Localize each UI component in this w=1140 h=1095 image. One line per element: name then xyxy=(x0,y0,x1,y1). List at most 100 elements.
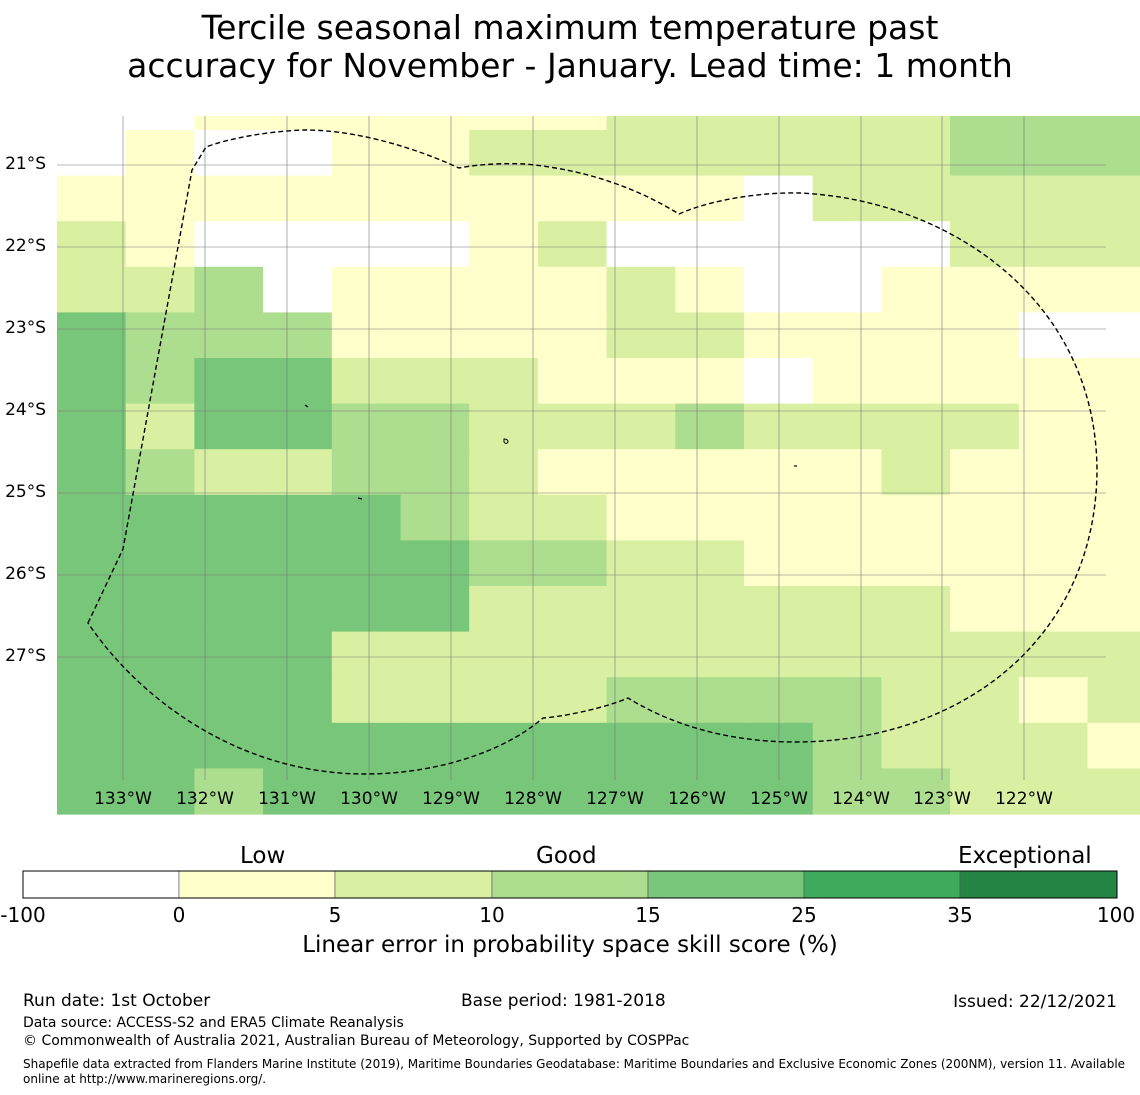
grid-cell xyxy=(812,494,882,541)
grid-cell xyxy=(1087,677,1140,724)
grid-cell xyxy=(125,494,195,541)
grid-cell xyxy=(263,175,333,222)
grid-cell xyxy=(812,631,882,678)
grid-cell xyxy=(263,266,333,313)
grid-cell xyxy=(194,631,264,678)
map-title-line1: Tercile seasonal maximum temperature pas… xyxy=(201,8,939,47)
grid-cell xyxy=(950,175,1020,222)
grid-cell xyxy=(331,540,402,587)
grid-cell xyxy=(125,312,195,359)
grid-cell xyxy=(812,266,882,313)
grid-cell xyxy=(950,449,1020,496)
grid-cell xyxy=(537,722,608,769)
grid-cell xyxy=(400,449,470,496)
grid-cell xyxy=(950,768,1020,815)
grid-cell xyxy=(675,266,745,313)
grid-cell xyxy=(469,768,539,815)
grid-cell xyxy=(881,266,951,313)
lon-label: 131°W xyxy=(258,789,316,809)
grid-cell xyxy=(194,449,264,496)
grid-cell xyxy=(606,540,676,587)
grid-cell xyxy=(1087,403,1140,450)
grid-cell xyxy=(125,358,195,405)
grid-cell xyxy=(194,266,264,313)
lat-label: 21°S xyxy=(5,154,46,174)
grid-cell xyxy=(744,175,814,222)
grid-cell xyxy=(125,221,195,268)
lat-label: 25°S xyxy=(5,482,46,502)
grid-cell xyxy=(744,586,814,633)
grid-cell xyxy=(537,494,608,541)
grid-cell xyxy=(881,358,951,405)
grid-cell xyxy=(57,540,127,587)
grid-cell xyxy=(881,722,951,769)
grid-cell xyxy=(125,631,195,678)
grid-cell xyxy=(881,586,951,633)
grid-cell xyxy=(400,403,470,450)
grid-cell xyxy=(537,358,608,405)
shapefile-credit: Shapefile data extracted from Flanders M… xyxy=(23,1057,1126,1086)
colorbar-swatch xyxy=(647,870,805,899)
eez-boundary xyxy=(87,129,1098,775)
grid-cell xyxy=(194,221,264,268)
category-low: Low xyxy=(240,843,286,869)
lon-label: 124°W xyxy=(832,789,890,809)
lat-label: 23°S xyxy=(5,318,46,338)
grid-cell xyxy=(812,130,882,177)
grid-cell xyxy=(125,403,195,450)
grid-cell xyxy=(881,312,951,359)
colorbar-swatch xyxy=(334,870,493,899)
grid-cell xyxy=(400,312,470,359)
grid-cell xyxy=(263,631,333,678)
grid-cell xyxy=(606,586,676,633)
grid-cell xyxy=(812,677,882,724)
grid-cell xyxy=(57,312,127,359)
grid-cell xyxy=(950,540,1020,587)
grid-cell xyxy=(1018,175,1089,222)
island-mark xyxy=(503,438,509,444)
grid-cell xyxy=(194,403,264,450)
grid-cell xyxy=(812,221,882,268)
grid-cell xyxy=(675,494,745,541)
grid-cell xyxy=(950,586,1020,633)
colorbar-tick: 5 xyxy=(328,903,342,927)
colorbar-tick: -100 xyxy=(0,903,46,927)
grid-cell xyxy=(881,175,951,222)
lat-label: 26°S xyxy=(5,564,46,584)
grid-cell xyxy=(744,312,814,359)
grid-cell xyxy=(950,312,1020,359)
grid-cell xyxy=(606,768,676,815)
colorbar-tick: 10 xyxy=(479,903,505,927)
lon-label: 130°W xyxy=(340,789,398,809)
grid-cell xyxy=(1087,266,1140,313)
grid-cell xyxy=(881,540,951,587)
lon-label: 129°W xyxy=(422,789,480,809)
grid-cell xyxy=(1018,449,1089,496)
grid-cell xyxy=(537,403,608,450)
grid-cell xyxy=(57,116,127,131)
grid-cell xyxy=(263,130,333,177)
grid-cell xyxy=(675,403,745,450)
colorbar-title: Linear error in probability space skill … xyxy=(302,932,838,958)
colorbar-swatch xyxy=(22,870,180,899)
grid-cell xyxy=(400,494,470,541)
lon-label: 122°W xyxy=(995,789,1053,809)
grid-cell xyxy=(331,768,402,815)
grid-cell xyxy=(950,631,1020,678)
grid-cell xyxy=(400,586,470,633)
grid-cell xyxy=(125,266,195,313)
grid-cell xyxy=(606,722,676,769)
grid-cell xyxy=(675,358,745,405)
grid-cell xyxy=(1087,586,1140,633)
copyright: © Commonwealth of Australia 2021, Austra… xyxy=(23,1033,690,1049)
grid-cell xyxy=(469,221,539,268)
grid-cell xyxy=(469,358,539,405)
lon-label: 133°W xyxy=(94,789,152,809)
grid-cell xyxy=(606,358,676,405)
lon-label: 123°W xyxy=(913,789,971,809)
grid-cell xyxy=(400,175,470,222)
grid-cell xyxy=(57,358,127,405)
grid-cell xyxy=(125,175,195,222)
grid-cell xyxy=(469,586,539,633)
lon-label: 126°W xyxy=(668,789,726,809)
